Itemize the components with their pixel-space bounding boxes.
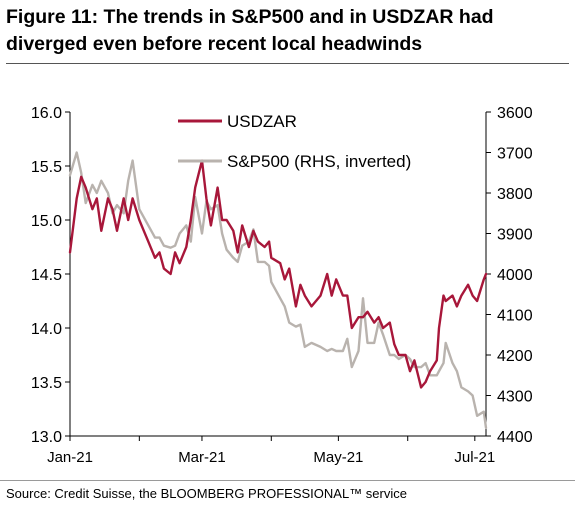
left-axis-tick-label: 15.0 [31,213,62,230]
figure-title-line2: diverged even before recent local headwi… [6,33,423,55]
x-axis-tick-label: May-21 [313,449,363,466]
usdzar-series-line [68,159,488,389]
left-axis-tick-label: 13.5 [31,375,62,392]
left-axis-tick-label: 13.0 [31,429,62,446]
figure-title-line1: Figure 11: The trends in S&P500 and in U… [6,6,494,28]
title-divider [6,63,569,64]
x-axis-tick-label: Mar-21 [178,449,226,466]
right-axis-tick-label: 4300 [497,389,533,406]
chart-legend: USDZAR S&P500 (RHS, inverted) [178,112,411,171]
left-axis-tick-label: 15.5 [31,159,62,176]
sp500-series-line [68,151,488,430]
left-axis-tick-label: 14.0 [31,321,62,338]
left-axis-tick-label: 14.5 [31,267,62,284]
right-axis-tick-label: 3900 [497,227,533,244]
source-divider [0,480,575,481]
right-axis-tick-label: 4000 [497,267,533,284]
right-axis-tick-label: 3700 [497,146,533,163]
chart-series [68,151,488,430]
right-axis-tick-label: 3600 [497,105,533,122]
chart: 16.0 15.5 15.0 14.5 14.0 13.5 13.0 3600 3700 3800… [31,105,533,466]
figure-title: Figure 11: The trends in S&P500 and in U… [6,4,571,58]
right-axis-tick-label: 4200 [497,348,533,365]
legend-label-usdzar: USDZAR [227,112,297,131]
source-note: Source: Credit Suisse, the BLOOMBERG PRO… [6,486,407,501]
x-axis-tick-label: Jul-21 [454,449,495,466]
right-axis-tick-label: 4400 [497,429,533,446]
right-axis-tick-label: 3800 [497,186,533,203]
legend-label-sp500: S&P500 (RHS, inverted) [227,152,411,171]
left-axis-tick-label: 16.0 [31,105,62,122]
x-axis-tick-label: Jan-21 [47,449,93,466]
right-axis-tick-label: 4100 [497,308,533,325]
